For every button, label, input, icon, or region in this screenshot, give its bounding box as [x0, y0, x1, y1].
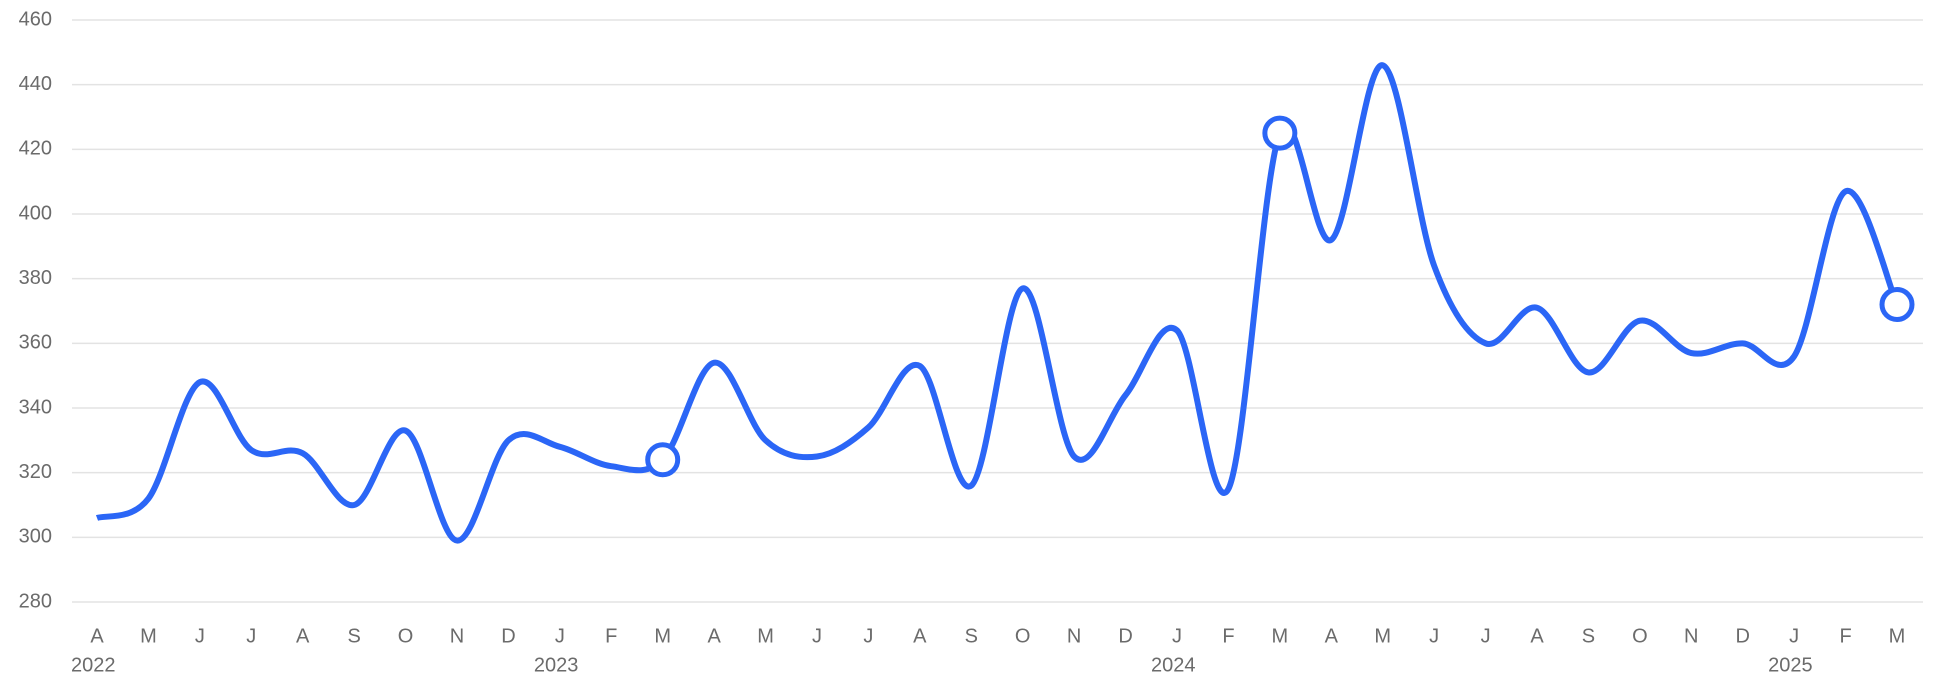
x-tick-label: N	[1684, 625, 1698, 647]
x-tick-label: J	[812, 625, 822, 647]
x-tick-label: S	[347, 625, 360, 647]
x-tick-label: J	[246, 625, 256, 647]
x-tick-label: A	[707, 625, 721, 647]
x-tick-label: S	[1582, 625, 1595, 647]
y-tick-label: 360	[19, 332, 52, 354]
y-tick-label: 340	[19, 396, 52, 418]
point-marker	[645, 442, 681, 478]
x-tick-label: J	[863, 625, 873, 647]
year-label: 2022	[71, 654, 116, 676]
point-marker	[1262, 115, 1298, 151]
x-tick-label: N	[1067, 625, 1081, 647]
year-label: 2025	[1768, 654, 1813, 676]
x-tick-label: D	[1118, 625, 1132, 647]
y-tick-label: 380	[19, 267, 52, 289]
y-tick-label: 320	[19, 461, 52, 483]
y-tick-label: 300	[19, 526, 52, 548]
x-tick-label: J	[1789, 625, 1799, 647]
x-tick-label: J	[195, 625, 205, 647]
point-marker	[1879, 287, 1915, 323]
x-tick-label: F	[1839, 625, 1851, 647]
y-tick-label: 280	[19, 590, 52, 612]
year-label: 2023	[534, 654, 579, 676]
x-tick-label: J	[1429, 625, 1439, 647]
x-tick-label: J	[1481, 625, 1491, 647]
x-tick-label: M	[1889, 625, 1906, 647]
x-tick-label: D	[501, 625, 515, 647]
y-tick-label: 440	[19, 73, 52, 95]
x-tick-label: M	[1374, 625, 1391, 647]
x-tick-label: M	[654, 625, 671, 647]
x-tick-label: S	[965, 625, 978, 647]
x-tick-label: D	[1735, 625, 1749, 647]
x-tick-label: F	[1222, 625, 1234, 647]
x-tick-label: M	[140, 625, 157, 647]
x-tick-label: A	[913, 625, 927, 647]
x-tick-label: A	[1325, 625, 1339, 647]
x-tick-label: O	[398, 625, 414, 647]
y-tick-label: 400	[19, 202, 52, 224]
x-tick-label: J	[1172, 625, 1182, 647]
x-tick-label: N	[450, 625, 464, 647]
x-tick-label: F	[605, 625, 617, 647]
line	[95, 62, 1900, 544]
y-tick-label: 420	[19, 138, 52, 160]
x-tick-label: A	[90, 625, 104, 647]
x-tick-label: O	[1632, 625, 1648, 647]
x-tick-label: J	[555, 625, 565, 647]
y-tick-label: 460	[19, 8, 52, 30]
x-tick-label: A	[296, 625, 310, 647]
x-tick-label: M	[757, 625, 774, 647]
x-tick-label: O	[1015, 625, 1031, 647]
x-tick-label: A	[1530, 625, 1544, 647]
x-tick-label: M	[1272, 625, 1289, 647]
year-label: 2024	[1151, 654, 1196, 676]
